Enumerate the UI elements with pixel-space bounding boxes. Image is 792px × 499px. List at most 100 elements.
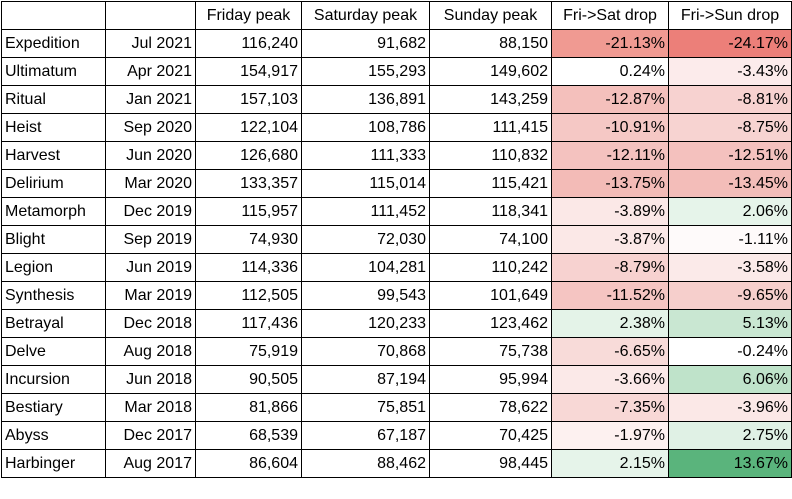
fri-sat-drop-cell[interactable]: -11.52% xyxy=(551,281,669,310)
friday-peak-cell[interactable]: 122,104 xyxy=(195,113,302,142)
fri-sun-drop-cell[interactable]: 6.06% xyxy=(668,365,792,394)
sunday-peak-cell[interactable]: 78,622 xyxy=(429,393,552,422)
saturday-peak-cell[interactable]: 155,293 xyxy=(301,57,430,86)
fri-sat-drop-cell[interactable]: 2.38% xyxy=(551,309,669,338)
fri-sat-drop-cell[interactable]: -12.11% xyxy=(551,141,669,170)
sunday-peak-cell[interactable]: 70,425 xyxy=(429,421,552,450)
release-date-cell[interactable]: Dec 2018 xyxy=(105,309,196,338)
release-date-cell[interactable]: Jul 2021 xyxy=(105,29,196,58)
fri-sun-drop-cell[interactable]: -3.96% xyxy=(668,393,792,422)
release-date-cell[interactable]: Jun 2020 xyxy=(105,141,196,170)
saturday-peak-cell[interactable]: 72,030 xyxy=(301,225,430,254)
fri-sun-drop-cell[interactable]: -9.65% xyxy=(668,281,792,310)
header-cell-blank-2[interactable] xyxy=(105,1,196,30)
release-date-cell[interactable]: Jan 2021 xyxy=(105,85,196,114)
fri-sat-drop-cell[interactable]: -1.97% xyxy=(551,421,669,450)
sunday-peak-cell[interactable]: 95,994 xyxy=(429,365,552,394)
sunday-peak-cell[interactable]: 118,341 xyxy=(429,197,552,226)
release-date-cell[interactable]: Aug 2017 xyxy=(105,449,196,478)
fri-sat-drop-cell[interactable]: 2.15% xyxy=(551,449,669,478)
saturday-peak-cell[interactable]: 136,891 xyxy=(301,85,430,114)
release-date-cell[interactable]: Dec 2019 xyxy=(105,197,196,226)
saturday-peak-cell[interactable]: 87,194 xyxy=(301,365,430,394)
fri-sun-drop-cell[interactable]: -8.75% xyxy=(668,113,792,142)
saturday-peak-cell[interactable]: 88,462 xyxy=(301,449,430,478)
fri-sun-drop-cell[interactable]: 5.13% xyxy=(668,309,792,338)
saturday-peak-cell[interactable]: 120,233 xyxy=(301,309,430,338)
header-cell-blank-1[interactable] xyxy=(1,1,106,30)
league-name-cell[interactable]: Ritual xyxy=(1,85,106,114)
friday-peak-cell[interactable]: 90,505 xyxy=(195,365,302,394)
friday-peak-cell[interactable]: 81,866 xyxy=(195,393,302,422)
fri-sun-drop-cell[interactable]: 2.75% xyxy=(668,421,792,450)
league-name-cell[interactable]: Legion xyxy=(1,253,106,282)
saturday-peak-cell[interactable]: 104,281 xyxy=(301,253,430,282)
saturday-peak-cell[interactable]: 111,333 xyxy=(301,141,430,170)
header-cell-friday-peak[interactable]: Friday peak xyxy=(195,1,302,30)
saturday-peak-cell[interactable]: 115,014 xyxy=(301,169,430,198)
league-name-cell[interactable]: Bestiary xyxy=(1,393,106,422)
league-name-cell[interactable]: Delirium xyxy=(1,169,106,198)
sunday-peak-cell[interactable]: 101,649 xyxy=(429,281,552,310)
sunday-peak-cell[interactable]: 123,462 xyxy=(429,309,552,338)
fri-sat-drop-cell[interactable]: -12.87% xyxy=(551,85,669,114)
release-date-cell[interactable]: Mar 2020 xyxy=(105,169,196,198)
league-name-cell[interactable]: Incursion xyxy=(1,365,106,394)
sunday-peak-cell[interactable]: 115,421 xyxy=(429,169,552,198)
league-name-cell[interactable]: Ultimatum xyxy=(1,57,106,86)
sunday-peak-cell[interactable]: 74,100 xyxy=(429,225,552,254)
sunday-peak-cell[interactable]: 143,259 xyxy=(429,85,552,114)
fri-sat-drop-cell[interactable]: -10.91% xyxy=(551,113,669,142)
fri-sun-drop-cell[interactable]: -8.81% xyxy=(668,85,792,114)
league-name-cell[interactable]: Abyss xyxy=(1,421,106,450)
fri-sat-drop-cell[interactable]: -6.65% xyxy=(551,337,669,366)
fri-sun-drop-cell[interactable]: -0.24% xyxy=(668,337,792,366)
header-cell-fri-sun-drop[interactable]: Fri->Sun drop xyxy=(668,1,792,30)
fri-sun-drop-cell[interactable]: -13.45% xyxy=(668,169,792,198)
sunday-peak-cell[interactable]: 110,242 xyxy=(429,253,552,282)
sunday-peak-cell[interactable]: 110,832 xyxy=(429,141,552,170)
fri-sun-drop-cell[interactable]: 2.06% xyxy=(668,197,792,226)
fri-sat-drop-cell[interactable]: -8.79% xyxy=(551,253,669,282)
fri-sat-drop-cell[interactable]: -7.35% xyxy=(551,393,669,422)
sunday-peak-cell[interactable]: 149,602 xyxy=(429,57,552,86)
header-cell-fri-sat-drop[interactable]: Fri->Sat drop xyxy=(551,1,669,30)
league-name-cell[interactable]: Expedition xyxy=(1,29,106,58)
friday-peak-cell[interactable]: 154,917 xyxy=(195,57,302,86)
header-cell-saturday-peak[interactable]: Saturday peak xyxy=(301,1,430,30)
friday-peak-cell[interactable]: 68,539 xyxy=(195,421,302,450)
saturday-peak-cell[interactable]: 67,187 xyxy=(301,421,430,450)
league-name-cell[interactable]: Blight xyxy=(1,225,106,254)
sunday-peak-cell[interactable]: 98,445 xyxy=(429,449,552,478)
sunday-peak-cell[interactable]: 111,415 xyxy=(429,113,552,142)
league-name-cell[interactable]: Synthesis xyxy=(1,281,106,310)
fri-sat-drop-cell[interactable]: 0.24% xyxy=(551,57,669,86)
release-date-cell[interactable]: Mar 2019 xyxy=(105,281,196,310)
friday-peak-cell[interactable]: 112,505 xyxy=(195,281,302,310)
league-name-cell[interactable]: Heist xyxy=(1,113,106,142)
friday-peak-cell[interactable]: 126,680 xyxy=(195,141,302,170)
saturday-peak-cell[interactable]: 99,543 xyxy=(301,281,430,310)
fri-sat-drop-cell[interactable]: -13.75% xyxy=(551,169,669,198)
sunday-peak-cell[interactable]: 75,738 xyxy=(429,337,552,366)
league-name-cell[interactable]: Harbinger xyxy=(1,449,106,478)
saturday-peak-cell[interactable]: 75,851 xyxy=(301,393,430,422)
friday-peak-cell[interactable]: 157,103 xyxy=(195,85,302,114)
league-name-cell[interactable]: Metamorph xyxy=(1,197,106,226)
release-date-cell[interactable]: Sep 2019 xyxy=(105,225,196,254)
friday-peak-cell[interactable]: 75,919 xyxy=(195,337,302,366)
fri-sat-drop-cell[interactable]: -3.66% xyxy=(551,365,669,394)
release-date-cell[interactable]: Mar 2018 xyxy=(105,393,196,422)
fri-sun-drop-cell[interactable]: 13.67% xyxy=(668,449,792,478)
friday-peak-cell[interactable]: 133,357 xyxy=(195,169,302,198)
saturday-peak-cell[interactable]: 108,786 xyxy=(301,113,430,142)
release-date-cell[interactable]: Sep 2020 xyxy=(105,113,196,142)
fri-sun-drop-cell[interactable]: -3.58% xyxy=(668,253,792,282)
release-date-cell[interactable]: Aug 2018 xyxy=(105,337,196,366)
release-date-cell[interactable]: Jun 2018 xyxy=(105,365,196,394)
saturday-peak-cell[interactable]: 91,682 xyxy=(301,29,430,58)
league-name-cell[interactable]: Betrayal xyxy=(1,309,106,338)
friday-peak-cell[interactable]: 74,930 xyxy=(195,225,302,254)
friday-peak-cell[interactable]: 116,240 xyxy=(195,29,302,58)
fri-sun-drop-cell[interactable]: -3.43% xyxy=(668,57,792,86)
